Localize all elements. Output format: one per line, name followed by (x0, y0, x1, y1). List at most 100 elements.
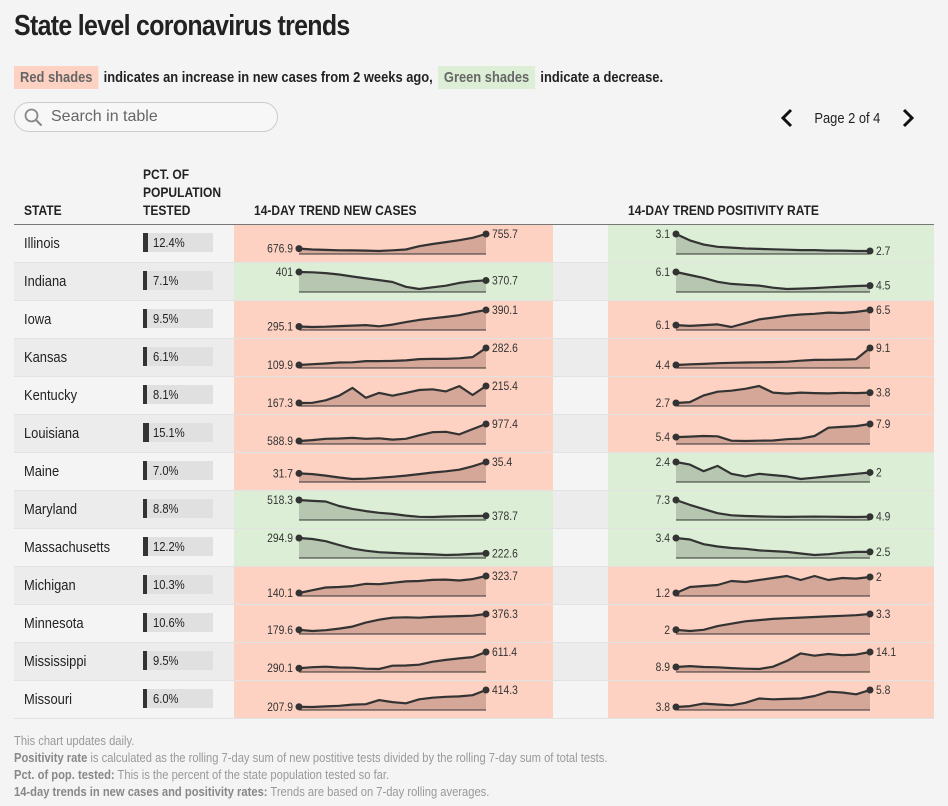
next-page-button[interactable] (898, 106, 918, 130)
column-header-positivity[interactable]: 14-DAY TREND POSITIVITY RATE (628, 202, 819, 218)
pct-tested-bar: 8.8% (143, 499, 213, 518)
column-header-pct-line1[interactable]: PCT. OF (143, 166, 190, 182)
pos-trend-cell: 3.8 5.8 (608, 681, 934, 718)
cases-sparkline: 179.6 376.3 (267, 608, 518, 637)
cases-start-point (295, 322, 303, 330)
cases-area (299, 538, 486, 558)
cases-line (298, 536, 487, 557)
table-row: Illinois 12.4% 676.9 755.7 3.1 2.7 (14, 225, 934, 263)
cases-start-label: 179.6 (267, 624, 293, 637)
cases-end-point (482, 276, 490, 284)
pct-tested-fill (143, 233, 148, 252)
cases-end-label: 323.7 (492, 570, 518, 583)
pos-sparkline: 3.8 5.8 (656, 684, 891, 714)
pct-tested-value: 12.2% (153, 539, 185, 554)
pct-tested-fill (143, 575, 147, 594)
pos-trend-cell: 2 3.3 (608, 605, 934, 642)
pos-end-point (866, 468, 874, 476)
note-trends: 14-day trends in new cases and positivit… (14, 784, 490, 799)
pos-end-point (866, 573, 874, 581)
note-updates: This chart updates daily. (14, 733, 135, 748)
pct-tested-fill (143, 651, 147, 670)
pos-end-point (866, 548, 874, 556)
cases-line (298, 460, 487, 481)
pos-end-point (866, 648, 874, 656)
cases-start-label: 676.9 (267, 243, 293, 256)
pos-trend-cell: 7.3 4.9 (608, 491, 934, 528)
column-header-pct-line2[interactable]: POPULATION (143, 184, 222, 200)
pos-end-point (866, 344, 874, 352)
cases-start-label: 207.9 (267, 701, 293, 714)
pos-sparkline: 23.3 (664, 608, 890, 637)
cases-start-point (295, 626, 303, 634)
column-header-cases[interactable]: 14-DAY TREND NEW CASES (254, 202, 417, 218)
pos-end-label: 2 (876, 467, 882, 480)
pct-tested-value: 9.5% (153, 311, 179, 326)
search-box[interactable] (14, 102, 278, 132)
pos-line (675, 688, 871, 709)
chevron-left-icon (781, 108, 793, 128)
pos-trend-cell: 3.4 2.5 (608, 529, 934, 566)
cases-sparkline: 31.7 35.4 (273, 456, 512, 483)
cases-trend-cell: 518.3 378.7 (234, 491, 553, 528)
pos-start-point (672, 663, 680, 671)
pos-line (675, 347, 871, 367)
column-header-pct-line3[interactable]: TESTED (143, 202, 191, 218)
cases-end-point (482, 306, 490, 314)
state-name: Kansas (24, 349, 68, 366)
pos-area (676, 272, 870, 292)
note-pct-tested: Pct. of pop. tested: This is the percent… (14, 767, 390, 782)
pos-sparkline: 1.22 (656, 571, 882, 600)
pos-end-label: 2.7 (876, 245, 890, 258)
cases-area (299, 576, 486, 596)
pos-start-point (672, 626, 680, 634)
pos-line (675, 233, 870, 253)
cases-start-point (295, 245, 303, 253)
cases-line (298, 422, 487, 443)
color-legend: Red shades indicates an increase in new … (14, 64, 668, 90)
table-row: Missouri 6.0% 207.9 414.3 3.8 5.8 (14, 681, 934, 719)
cases-line (298, 347, 487, 367)
pos-sparkline: 8.9 14.1 (656, 646, 896, 674)
pos-trend-cell: 8.9 14.1 (608, 643, 934, 680)
cases-area (299, 614, 486, 634)
state-name: Kentucky (24, 387, 78, 404)
pct-tested-bar: 7.1% (143, 271, 213, 290)
pos-line (675, 536, 870, 557)
pos-start-label: 3.8 (656, 701, 670, 714)
header-divider (14, 224, 934, 225)
cases-end-point (482, 549, 490, 557)
pct-tested-bar: 15.1% (143, 423, 213, 442)
cases-end-point (482, 382, 490, 390)
cases-area (299, 310, 486, 330)
pos-end-point (866, 686, 874, 694)
column-header-state[interactable]: STATE (24, 202, 62, 218)
cases-end-point (482, 344, 490, 352)
pos-end-point (866, 247, 874, 255)
cases-start-point (295, 664, 303, 672)
pct-tested-value: 10.3% (153, 577, 185, 592)
pct-tested-value: 15.1% (153, 425, 185, 440)
pos-line (675, 498, 871, 519)
prev-page-button[interactable] (777, 106, 797, 130)
pct-tested-bar: 9.5% (143, 651, 213, 670)
pos-end-label: 2 (876, 571, 882, 584)
legend-red-text: indicates an increase in new cases from … (103, 68, 433, 86)
pct-tested-value: 8.8% (153, 501, 179, 516)
pct-tested-bar: 7.0% (143, 461, 213, 480)
pos-line (675, 612, 871, 633)
pos-area (676, 348, 870, 368)
cases-sparkline: 676.9 755.7 (267, 228, 518, 256)
cases-sparkline: 401 370.7 (276, 266, 518, 293)
state-name: Maryland (24, 501, 78, 518)
pct-tested-bar: 12.4% (143, 233, 213, 252)
cases-line (298, 650, 487, 671)
search-input[interactable] (49, 107, 253, 127)
cases-start-point (295, 361, 303, 369)
table-row: Louisiana 15.1% 588.9 977.4 5.4 7.9 (14, 415, 934, 453)
table-row: Indiana 7.1% 401 370.7 6.1 4.5 (14, 263, 934, 301)
cases-trend-cell: 109.9 282.6 (234, 339, 553, 376)
cases-sparkline: 207.9 414.3 (267, 684, 518, 714)
pct-tested-value: 9.5% (153, 653, 179, 668)
footnotes: This chart updates daily. Positivity rat… (14, 732, 607, 800)
